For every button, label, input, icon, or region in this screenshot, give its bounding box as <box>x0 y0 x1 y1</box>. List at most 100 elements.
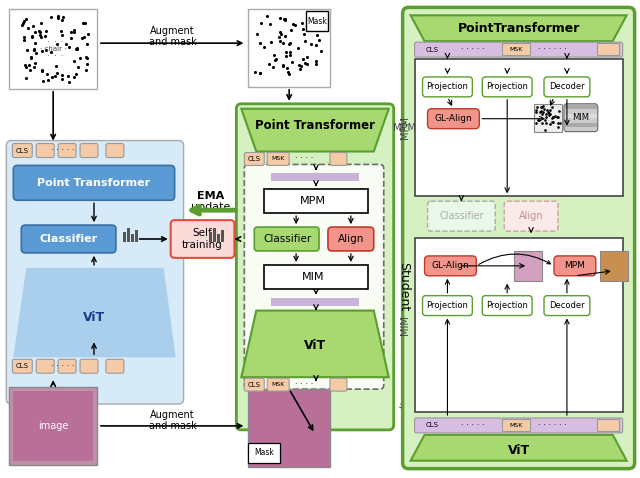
Point <box>280 15 290 22</box>
Point <box>259 43 269 51</box>
FancyBboxPatch shape <box>244 378 264 391</box>
Point <box>547 113 557 121</box>
Point <box>538 110 548 118</box>
Text: Projection: Projection <box>426 82 468 91</box>
Point <box>295 65 305 73</box>
Point <box>545 106 555 114</box>
Point <box>553 113 563 120</box>
FancyBboxPatch shape <box>330 378 347 391</box>
Text: MSK: MSK <box>271 156 285 162</box>
Text: CLS: CLS <box>426 423 439 428</box>
Point <box>24 61 35 68</box>
Bar <box>415 59 623 196</box>
FancyBboxPatch shape <box>80 359 98 373</box>
Text: MPM: MPM <box>300 196 326 206</box>
Point <box>64 43 74 51</box>
Text: MPM: MPM <box>399 116 410 139</box>
Point <box>29 59 40 66</box>
Point <box>77 34 87 42</box>
Text: CLS: CLS <box>16 148 29 153</box>
Point <box>65 28 76 35</box>
Bar <box>502 43 530 55</box>
Text: Augment: Augment <box>150 26 195 36</box>
Point <box>300 59 310 66</box>
Point <box>274 33 284 41</box>
Point <box>268 63 278 71</box>
Text: MSK: MSK <box>509 423 523 428</box>
Point <box>538 103 548 110</box>
Point <box>61 40 71 48</box>
Point <box>81 54 91 61</box>
FancyBboxPatch shape <box>330 152 347 165</box>
Point <box>68 57 79 65</box>
Point <box>536 104 546 111</box>
Point <box>542 106 552 114</box>
Point <box>56 27 67 34</box>
Point <box>280 33 291 40</box>
Point <box>255 69 265 76</box>
Point <box>20 75 31 82</box>
Point <box>556 119 566 127</box>
Point <box>47 73 58 80</box>
Point <box>536 107 546 115</box>
Point <box>283 68 293 76</box>
FancyBboxPatch shape <box>106 143 124 157</box>
Point <box>547 118 557 125</box>
Point <box>53 12 63 20</box>
Point <box>292 44 303 52</box>
Text: Student: Student <box>397 262 410 311</box>
Bar <box>135 230 138 242</box>
FancyBboxPatch shape <box>36 143 54 157</box>
Text: Point Transformer: Point Transformer <box>255 119 375 132</box>
Point <box>541 113 552 120</box>
Point <box>31 49 41 57</box>
Point <box>255 69 266 77</box>
Point <box>19 17 29 24</box>
Text: MSK: MSK <box>271 382 285 387</box>
Point <box>285 52 296 59</box>
Point <box>547 103 557 110</box>
Point <box>77 19 88 27</box>
FancyBboxPatch shape <box>106 359 124 373</box>
Bar <box>221 230 225 242</box>
Point <box>540 105 550 112</box>
Text: · · · · · ·: · · · · · · <box>538 421 566 430</box>
Point <box>280 16 291 23</box>
Point <box>37 66 47 74</box>
FancyBboxPatch shape <box>244 164 384 389</box>
Polygon shape <box>13 268 175 358</box>
Point <box>553 123 563 131</box>
Point <box>19 33 29 41</box>
Point <box>71 70 81 78</box>
Text: MPM: MPM <box>393 123 416 133</box>
FancyBboxPatch shape <box>6 141 184 404</box>
Text: and mask: and mask <box>148 37 196 47</box>
Text: Align: Align <box>338 234 364 244</box>
FancyBboxPatch shape <box>244 152 264 165</box>
Text: CLS: CLS <box>16 363 29 369</box>
FancyBboxPatch shape <box>328 227 374 251</box>
Point <box>72 63 83 71</box>
Point <box>255 40 265 47</box>
Point <box>27 33 37 40</box>
Point <box>58 13 68 21</box>
Text: Projection: Projection <box>486 301 528 310</box>
Point <box>75 54 85 62</box>
Point <box>46 48 56 55</box>
Point <box>35 29 45 36</box>
FancyBboxPatch shape <box>422 296 472 315</box>
Bar <box>264 189 368 213</box>
Point <box>81 66 91 74</box>
Bar <box>596 43 619 55</box>
Point <box>552 113 562 121</box>
Point <box>276 30 286 38</box>
FancyBboxPatch shape <box>428 109 479 129</box>
Point <box>256 19 266 27</box>
Point <box>296 63 306 70</box>
FancyBboxPatch shape <box>13 165 175 200</box>
Text: · · · · ·: · · · · · <box>51 362 75 371</box>
Text: Decoder: Decoder <box>549 301 585 310</box>
Bar <box>514 251 542 281</box>
Point <box>290 22 300 29</box>
Point <box>301 60 312 67</box>
